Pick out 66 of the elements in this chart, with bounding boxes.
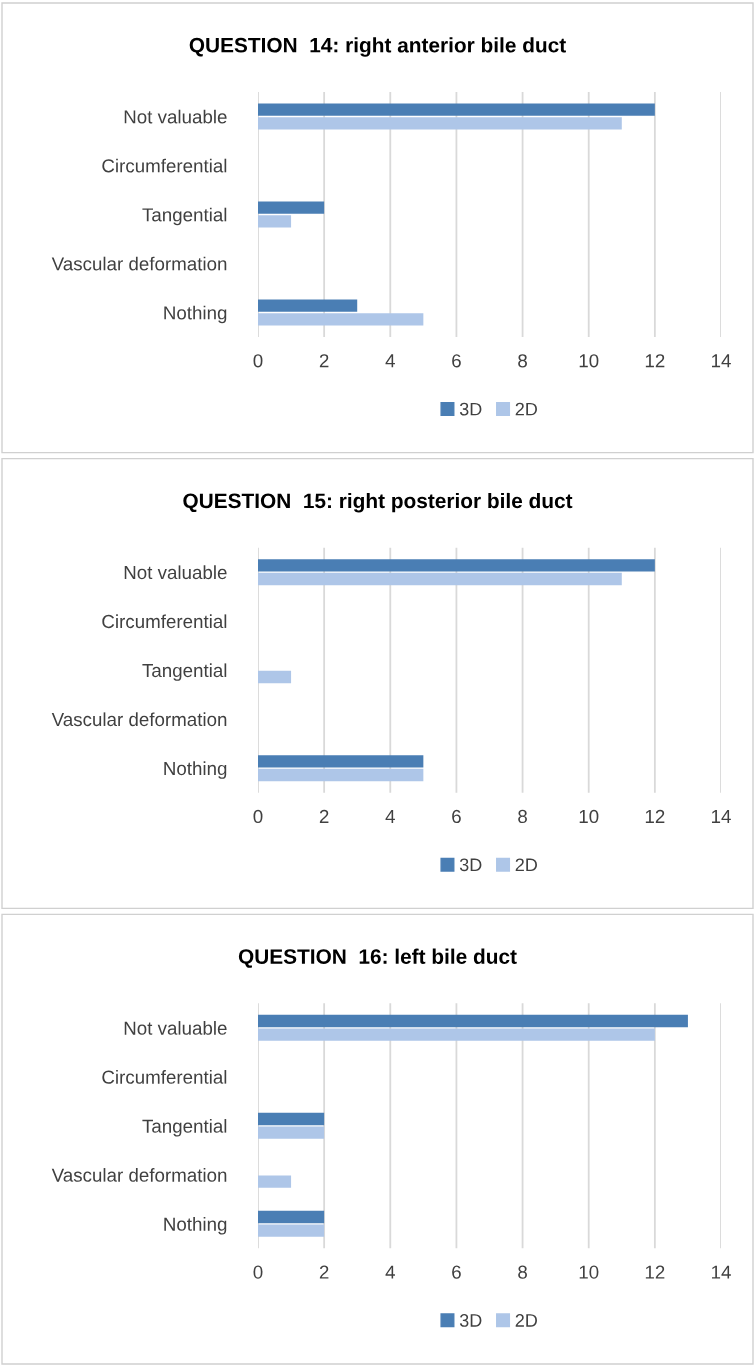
legend-label: 2D [515, 402, 537, 416]
y-tick-label: Vascular deformation [51, 1168, 227, 1182]
bar [258, 1028, 655, 1041]
bar [258, 559, 655, 572]
x-tick-label: 4 [385, 354, 395, 368]
x-tick-label: 6 [452, 354, 461, 368]
bar [258, 768, 424, 782]
y-tick-label: Circumferential [102, 1070, 227, 1084]
bar [258, 1224, 325, 1237]
legend-label: 3D [459, 858, 482, 872]
bar [258, 117, 622, 130]
legend-label: 3D [459, 402, 482, 416]
bar [258, 103, 655, 116]
y-tick-label: Tangential [142, 1119, 227, 1137]
x-tick-label: 14 [712, 354, 731, 368]
y-tick-label: Circumferential [102, 614, 227, 629]
bar [258, 215, 292, 228]
y-tick-label: Vascular deformation [51, 712, 227, 727]
x-tick-label: 8 [518, 1265, 527, 1279]
x-tick-label: 10 [579, 809, 599, 824]
bar [258, 1112, 325, 1126]
bar [258, 299, 358, 312]
legend-label: 2D [515, 858, 537, 871]
y-tick-label: Tangential [142, 207, 227, 226]
x-tick-label: 6 [452, 1265, 461, 1279]
x-tick-label: 0 [253, 1265, 263, 1279]
x-tick-label: 2 [319, 354, 329, 368]
bar [258, 755, 424, 768]
x-tick-label: 2 [319, 809, 329, 823]
x-tick-label: 14 [712, 1265, 731, 1279]
chart-title: QUESTION 14: right anterior bile duct [189, 37, 566, 57]
x-tick-label: 4 [385, 1265, 395, 1279]
x-tick-label: 4 [385, 810, 395, 823]
bar [258, 572, 622, 586]
x-tick-label: 10 [579, 354, 599, 368]
bar [258, 1210, 325, 1224]
x-tick-label: 12 [645, 1265, 665, 1279]
y-tick-label: Not valuable [124, 109, 227, 124]
y-tick-label: Nothing [164, 761, 227, 779]
x-tick-label: 14 [712, 810, 731, 823]
legend-label: 2D [515, 1314, 537, 1327]
x-tick-label: 12 [645, 809, 665, 823]
y-tick-label: Not valuable [124, 1021, 227, 1035]
y-tick-label: Nothing [164, 1217, 227, 1235]
x-tick-label: 8 [518, 809, 527, 824]
chart-title: QUESTION 15: right posterior bile duct [183, 492, 573, 513]
y-tick-label: Not valuable [124, 565, 227, 580]
x-tick-label: 0 [253, 354, 263, 368]
x-tick-label: 12 [645, 354, 665, 368]
chart-title: QUESTION 16: left bile duct [238, 948, 517, 968]
y-tick-label: Nothing [164, 305, 227, 324]
y-tick-label: Circumferential [102, 158, 227, 173]
bar [258, 1175, 292, 1188]
legend-label: 3D [459, 1314, 482, 1327]
bar [258, 313, 424, 326]
y-tick-label: Tangential [142, 663, 227, 681]
bar [258, 1014, 688, 1028]
x-tick-label: 10 [579, 1265, 599, 1279]
y-tick-label: Vascular deformation [51, 256, 227, 271]
bar [258, 201, 325, 214]
bar [258, 1126, 325, 1139]
bar [258, 670, 292, 684]
x-tick-label: 0 [253, 809, 263, 824]
x-tick-label: 6 [452, 809, 461, 824]
x-tick-label: 2 [319, 1265, 329, 1279]
x-tick-label: 8 [518, 354, 527, 368]
